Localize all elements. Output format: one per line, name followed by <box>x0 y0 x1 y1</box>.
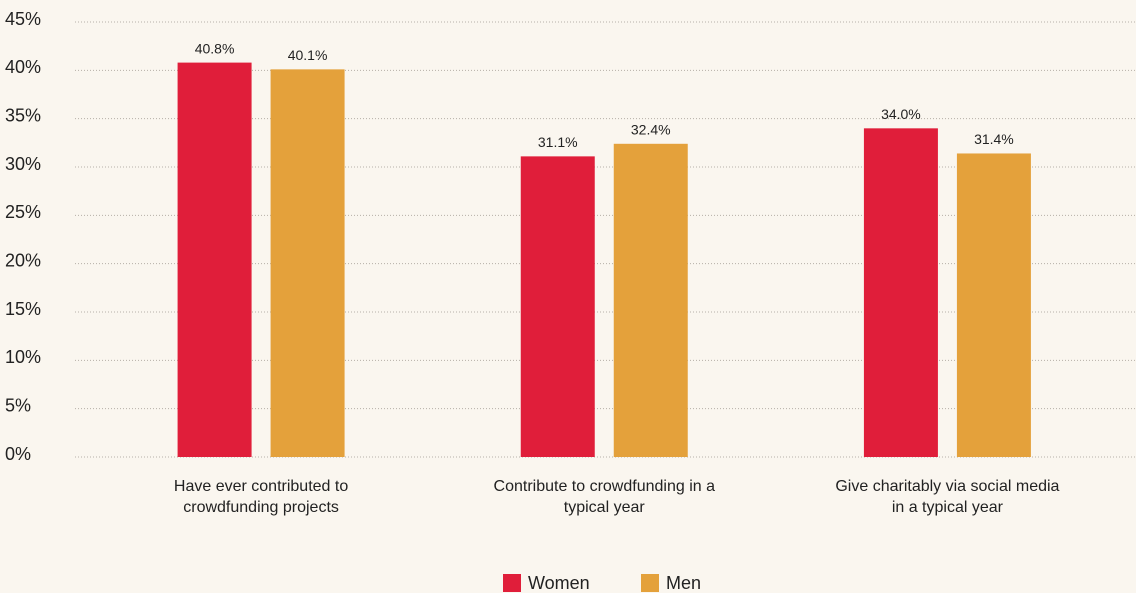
bar <box>863 128 938 458</box>
legend-label: Men <box>666 573 701 593</box>
bar <box>270 69 345 457</box>
bar <box>177 62 252 457</box>
y-tick-label: 10% <box>5 347 41 367</box>
y-tick-label: 0% <box>5 444 31 464</box>
value-label: 31.1% <box>538 134 578 150</box>
value-label: 31.4% <box>974 131 1014 147</box>
value-label: 40.8% <box>195 40 235 56</box>
y-tick-label: 45% <box>5 9 41 29</box>
value-label: 32.4% <box>631 122 671 138</box>
y-tick-label: 5% <box>5 395 31 415</box>
x-tick-label: Contribute to crowdfunding in a typical … <box>493 478 715 516</box>
x-tick-label: Give charitably via social media in a ty… <box>835 478 1060 516</box>
bar <box>520 156 595 457</box>
y-tick-label: 15% <box>5 299 41 319</box>
y-tick-label: 20% <box>5 250 41 270</box>
legend-label: Women <box>528 573 590 593</box>
bar <box>613 143 688 458</box>
legend-swatch <box>503 574 521 592</box>
y-tick-label: 40% <box>5 57 41 77</box>
value-label: 40.1% <box>288 47 328 63</box>
value-label: 34.0% <box>881 106 921 122</box>
bar <box>956 153 1031 457</box>
x-tick-label: Have ever contributed to crowdfunding pr… <box>173 478 349 516</box>
y-tick-label: 35% <box>5 105 41 125</box>
y-tick-label: 25% <box>5 202 41 222</box>
y-tick-label: 30% <box>5 154 41 174</box>
legend-swatch <box>641 574 659 592</box>
